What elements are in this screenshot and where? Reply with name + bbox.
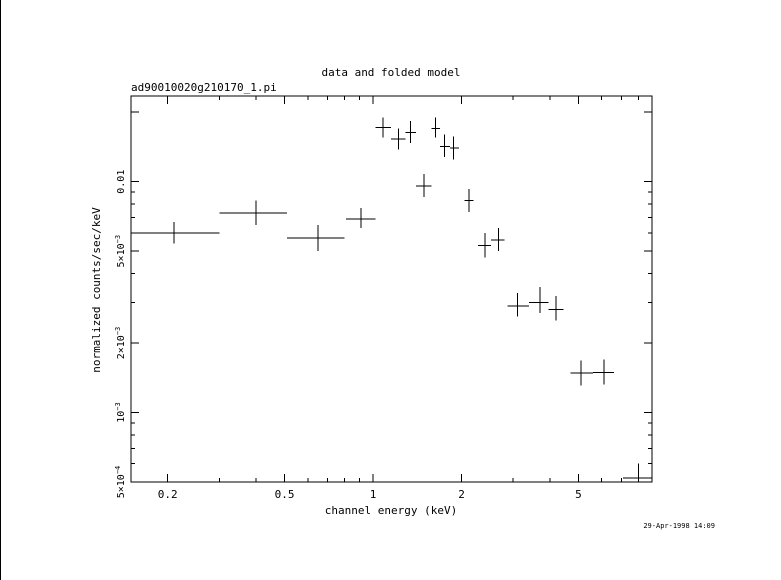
- data-point: [431, 117, 441, 138]
- chart-subtitle: ad90010020g210170_1.pi: [131, 81, 277, 94]
- data-point: [415, 173, 432, 197]
- data-point: [405, 121, 416, 144]
- page-left-edge: [0, 0, 1, 580]
- x-axis-tick-labels: 0.2 0.5 1 2 5: [158, 488, 582, 501]
- y-tick-label: 10−3: [114, 402, 127, 422]
- y-axis-label: normalized counts/sec/keV: [90, 207, 103, 373]
- x-tick-label: 1: [370, 488, 377, 501]
- data-point: [592, 359, 614, 385]
- x-axis-ticks: [167, 96, 639, 482]
- chart-title: data and folded model: [321, 66, 460, 79]
- timestamp-label: 29-Apr-1998 14:09: [643, 522, 715, 530]
- x-tick-label: 0.5: [275, 488, 295, 501]
- data-point: [346, 207, 376, 228]
- data-point: [507, 292, 530, 317]
- data-point: [375, 117, 391, 138]
- data-point: [464, 188, 474, 212]
- y-tick-label: 0.01: [116, 170, 127, 194]
- data-point: [440, 134, 451, 157]
- plot-frame: [130, 95, 653, 483]
- y-tick-label: 5×10−3: [114, 235, 127, 268]
- data-points: [135, 117, 652, 482]
- data-point: [219, 200, 288, 225]
- data-point: [478, 232, 491, 258]
- y-axis-tick-labels: 5×10−4 10−3 2×10−3 5×10−3 0.01: [114, 170, 127, 499]
- data-point: [287, 224, 345, 252]
- x-tick-label: 5: [575, 488, 582, 501]
- y-axis-ticks: [131, 111, 652, 483]
- data-point: [135, 221, 220, 244]
- data-point: [490, 227, 505, 252]
- x-tick-label: 0.2: [158, 488, 178, 501]
- y-tick-label: 5×10−4: [114, 466, 127, 499]
- data-point: [548, 295, 564, 321]
- data-point: [570, 360, 593, 386]
- data-point: [450, 136, 459, 160]
- y-tick-label: 2×10−3: [114, 327, 127, 360]
- x-tick-label: 2: [458, 488, 465, 501]
- data-point: [623, 463, 652, 482]
- data-point: [390, 128, 406, 150]
- data-point: [529, 286, 549, 313]
- x-axis-label: channel energy (keV): [325, 504, 457, 517]
